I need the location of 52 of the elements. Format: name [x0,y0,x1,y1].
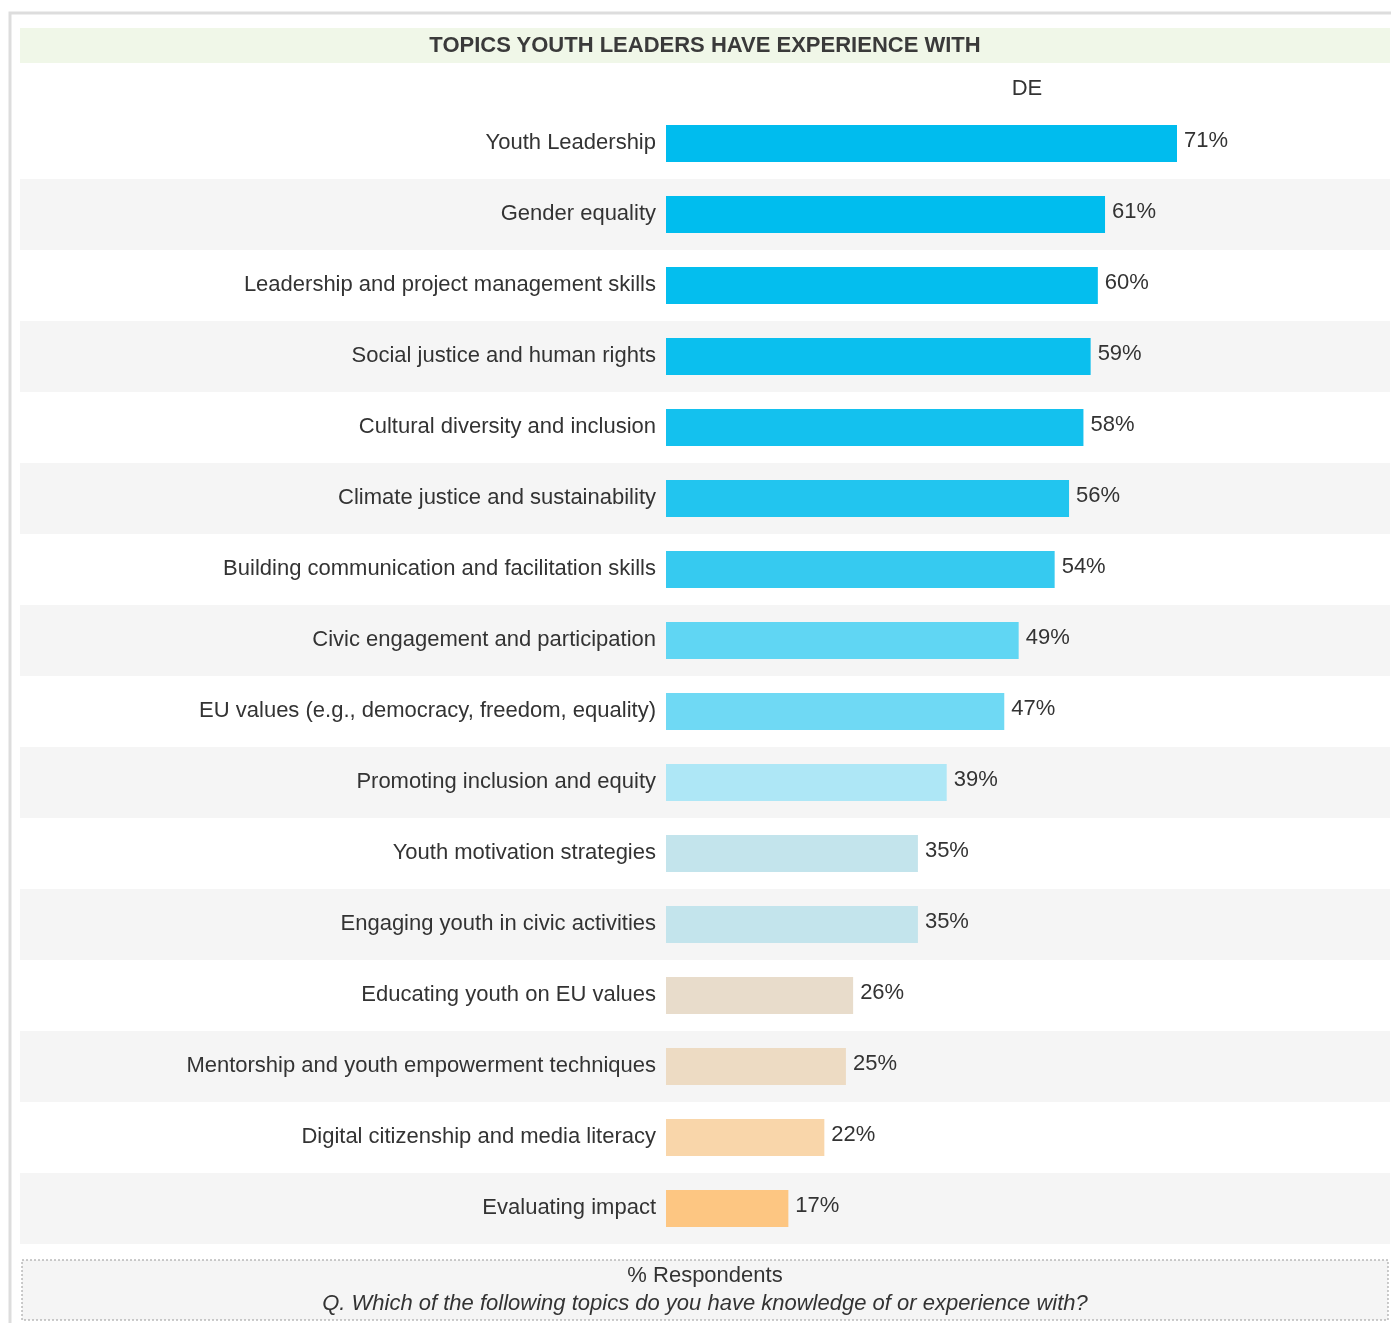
data-label: 60% [1104,269,1149,295]
bar [666,1048,846,1085]
chart-title: TOPICS YOUTH LEADERS HAVE EXPERIENCE WITH [429,31,981,57]
bar [666,977,854,1014]
data-label: 49% [1025,624,1070,650]
y-tick-label: Leadership and project management skills [243,271,656,297]
data-label: 59% [1097,340,1142,366]
y-tick-label: Social justice and human rights [351,342,656,368]
y-tick-label: Civic engagement and participation [312,626,656,652]
bar [666,196,1106,233]
bar [666,693,1005,730]
y-tick-label: Mentorship and youth empowerment techniques [186,1052,656,1078]
series-label: DE [1011,74,1043,100]
data-label: 25% [852,1050,897,1076]
bar [666,1119,825,1156]
y-tick-label: Digital citizenship and media literacy [301,1123,656,1149]
y-tick-label: Youth Leadership [485,129,656,155]
data-label: 71% [1184,127,1229,153]
data-label: 58% [1090,411,1135,437]
y-tick-label: Climate justice and sustainability [338,484,656,510]
y-tick-label: Educating youth on EU values [361,981,656,1007]
data-label: 39% [953,766,998,792]
data-label: 56% [1076,482,1121,508]
bar [666,338,1091,375]
data-label: 35% [924,908,969,934]
y-tick-label: Promoting inclusion and equity [356,768,656,794]
y-tick-label: Gender equality [500,200,656,226]
bar [666,409,1084,446]
data-label: 61% [1112,198,1157,224]
data-label: 17% [795,1192,840,1218]
y-tick-label: Cultural diversity and inclusion [358,413,656,439]
data-label: 26% [860,979,905,1005]
bar [666,1190,789,1227]
bar [666,551,1055,588]
y-tick-label: Evaluating impact [482,1194,656,1220]
y-tick-label: EU values (e.g., democracy, freedom, equality) [199,697,656,723]
bar [666,764,947,801]
bar [666,906,918,943]
data-label: 54% [1061,553,1106,579]
bar [666,125,1177,162]
text: Q. Which of the following topics do you have knowledge of or experience with? [322,1289,1089,1315]
x-axis-title: % Respondents [627,1261,783,1287]
data-label: 47% [1011,695,1056,721]
data-label: 22% [831,1121,876,1147]
bar [666,480,1070,517]
bar [666,267,1098,304]
data-label: 35% [924,837,969,863]
y-tick-label: Youth motivation strategies [392,839,656,865]
bar [666,835,918,872]
y-tick-label: Building communication and facilitation skills [223,555,656,581]
y-tick-label: Engaging youth in civic activities [340,910,656,936]
bar [666,622,1019,659]
